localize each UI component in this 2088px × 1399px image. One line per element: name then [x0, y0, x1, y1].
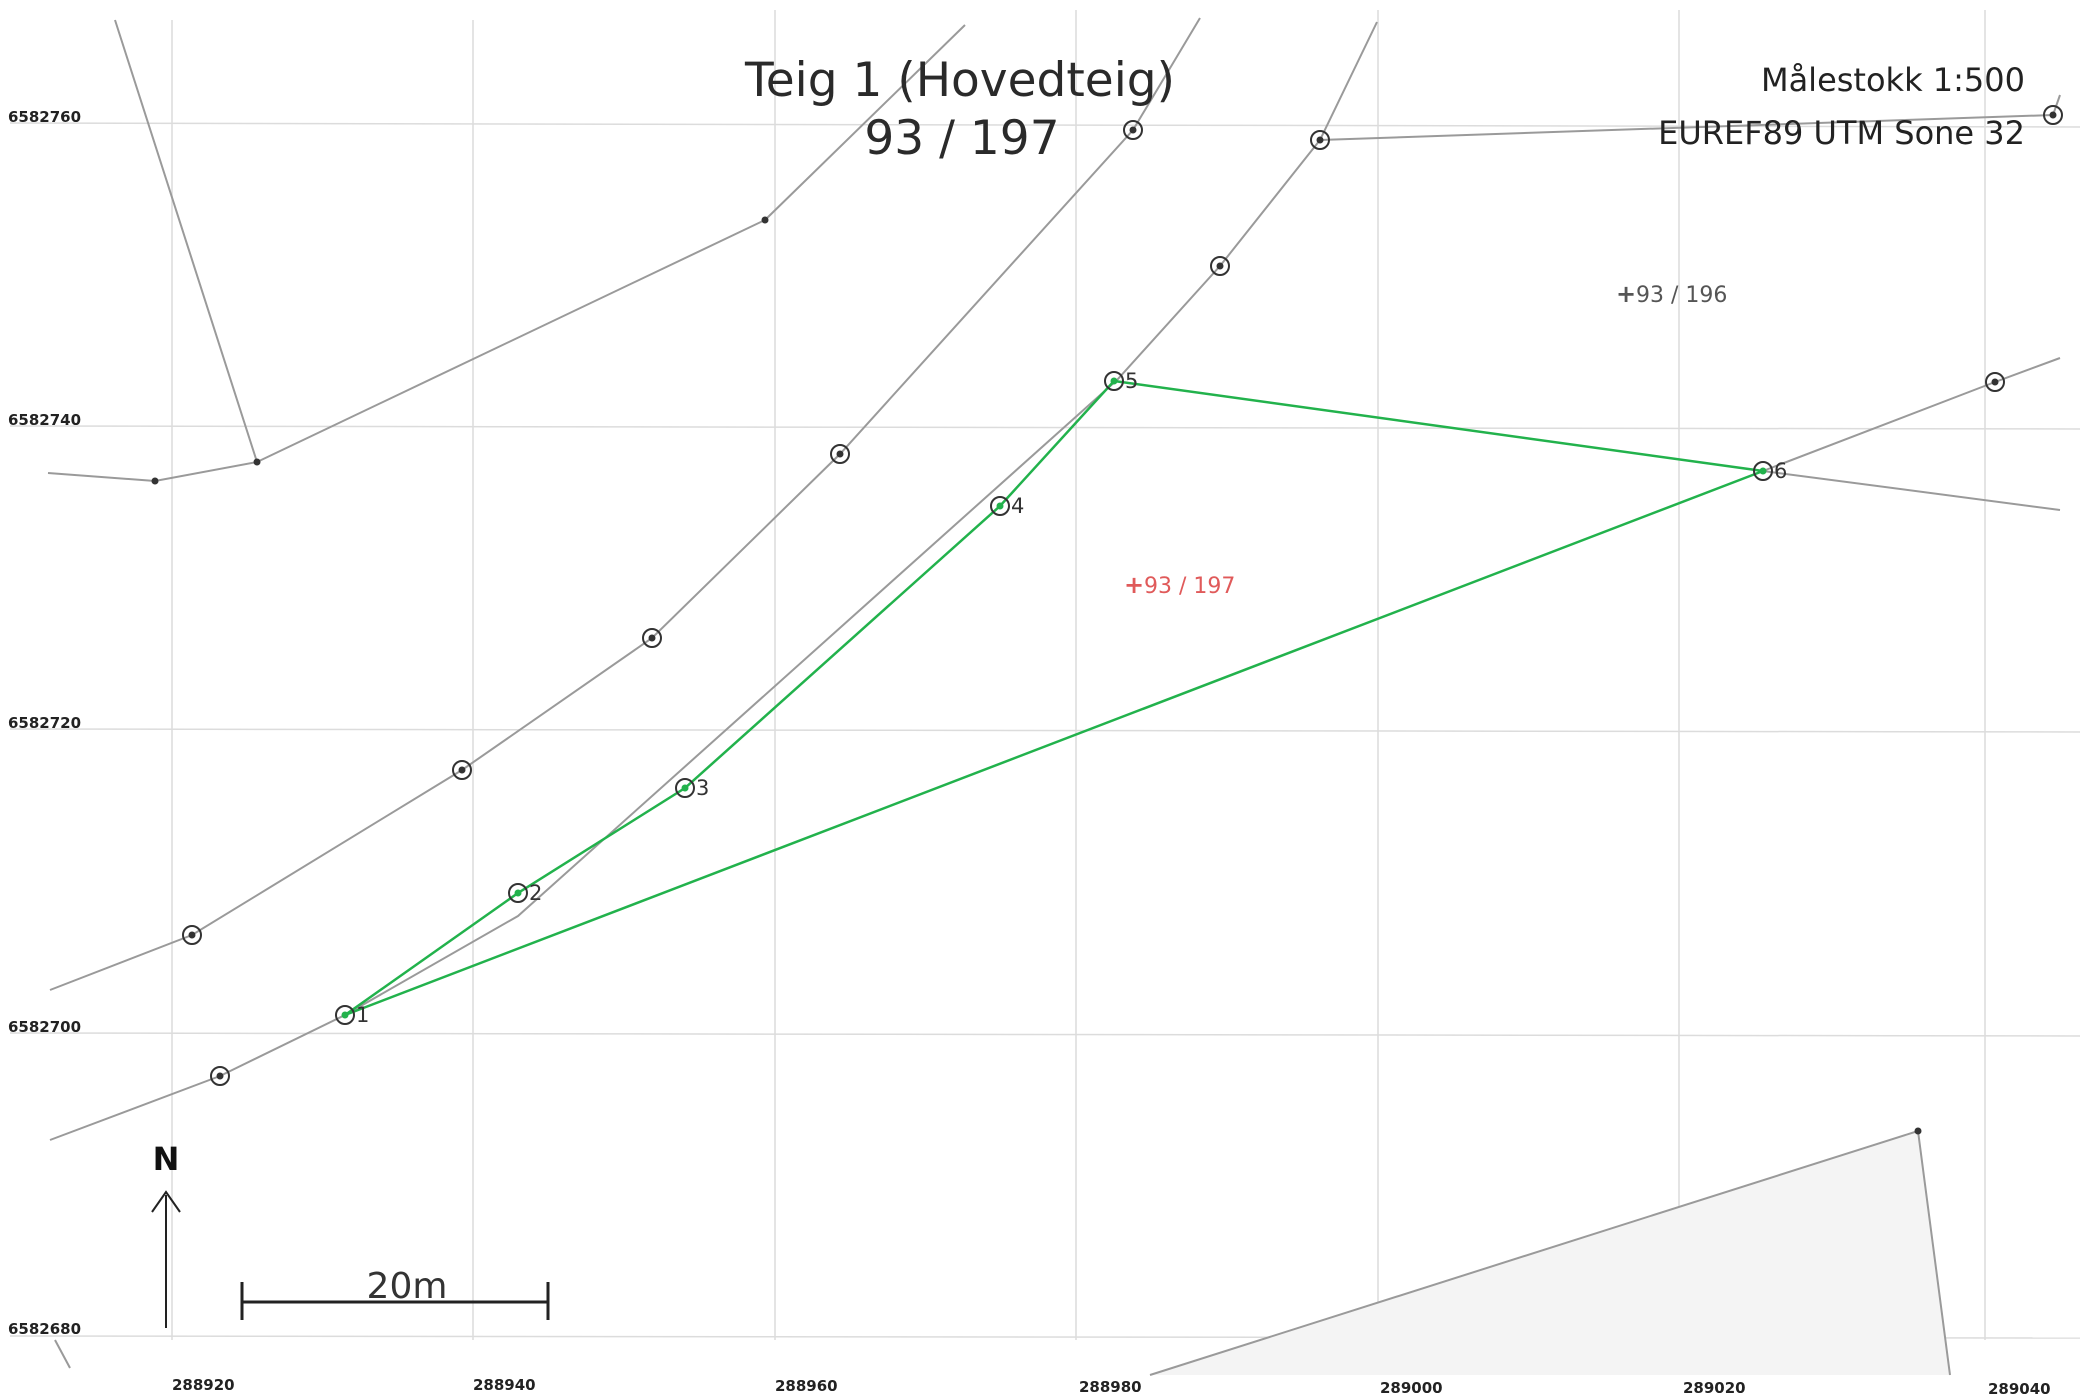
map-title: Teig 1 (Hovedteig) — [744, 53, 1175, 108]
scale-bar: 20m — [240, 1266, 550, 1320]
northing-label: 6582720 — [8, 714, 81, 732]
point-labels: 1 2 3 4 5 6 — [356, 369, 1787, 1027]
easting-label: 289020 — [1683, 1379, 1746, 1397]
parcel-boundary — [335, 371, 1773, 1025]
point-label-2: 2 — [529, 881, 542, 905]
easting-label: 288920 — [172, 1376, 235, 1394]
easting-label: 289040 — [1988, 1380, 2051, 1398]
northing-label: 6582700 — [8, 1018, 81, 1036]
point-label-1: 1 — [356, 1003, 369, 1027]
survey-markers — [182, 105, 2063, 1086]
neighbor-parcel-shade — [1150, 1131, 1950, 1375]
crs-text: EUREF89 UTM Sone 32 — [1658, 114, 2025, 152]
point-label-6: 6 — [1774, 459, 1787, 483]
grid-labels: 6582760 6582740 6582720 6582700 6582680 … — [8, 108, 2051, 1398]
parcel-label-93-196: 93 / 196 — [1636, 283, 1727, 308]
point-label-5: 5 — [1125, 369, 1138, 393]
northing-label: 6582680 — [8, 1320, 81, 1338]
plus-icon: + — [1124, 571, 1144, 599]
scale-bar-label: 20m — [367, 1266, 448, 1307]
north-label: N — [153, 1140, 180, 1178]
grid — [9, 10, 2081, 1340]
north-arrow: N — [151, 1140, 181, 1328]
vertex-markers — [151, 216, 1922, 1135]
easting-label: 288980 — [1079, 1378, 1142, 1396]
northing-label: 6582740 — [8, 411, 81, 429]
easting-label: 288940 — [473, 1376, 536, 1394]
parcel-label-93-197: 93 / 197 — [1144, 574, 1235, 599]
easting-label: 289000 — [1380, 1379, 1443, 1397]
map-subtitle: 93 / 197 — [864, 111, 1059, 166]
easting-label: 288960 — [775, 1377, 838, 1395]
point-label-3: 3 — [696, 776, 709, 800]
point-label-4: 4 — [1011, 494, 1024, 518]
neighbor-boundaries — [47, 17, 2061, 1376]
parcel-labels: + 93 / 196 + 93 / 197 — [1124, 280, 1727, 599]
plus-icon: + — [1616, 280, 1636, 308]
scale-text: Målestokk 1:500 — [1761, 61, 2025, 99]
northing-label: 6582760 — [8, 108, 81, 126]
